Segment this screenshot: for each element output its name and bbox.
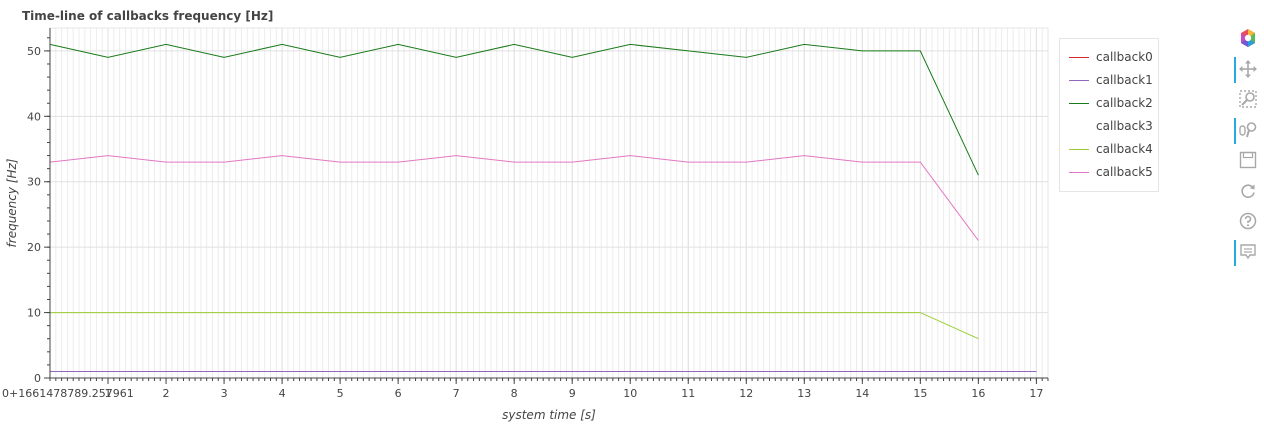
y-tick-label: 0 (34, 372, 41, 385)
chart-toolbar (1232, 24, 1264, 274)
x-tick-label: 7 (453, 387, 460, 400)
x-tick-label: 3 (221, 387, 228, 400)
legend-label: callback2 (1096, 96, 1153, 110)
save-tool-icon[interactable] (1236, 148, 1260, 172)
x-tick-label: 10 (623, 387, 637, 400)
x-tick-label: 16 (971, 387, 985, 400)
major-gridlines (50, 28, 1048, 378)
y-tick-label: 50 (27, 45, 41, 58)
reset-tool-icon[interactable] (1236, 179, 1260, 203)
minor-gridlines (49, 28, 1049, 378)
x-tick-label: 11 (681, 387, 695, 400)
x-tick-label: 9 (569, 387, 576, 400)
legend-swatch (1069, 171, 1089, 173)
legend-label: callback1 (1096, 73, 1153, 87)
x-offset-tick-label: 0+1661478789.257961 (2, 387, 134, 400)
y-tick-label: 10 (27, 307, 41, 320)
x-tick-label: 13 (797, 387, 811, 400)
series-line-callback5 (49, 155, 979, 241)
y-tick-label: 40 (27, 110, 41, 123)
legend-label: callback0 (1096, 50, 1153, 64)
x-tick-label: 1 (105, 387, 112, 400)
x-tick-label: 8 (511, 387, 518, 400)
x-tick-label: 15 (913, 387, 927, 400)
x-axis-label: system time [s] (502, 408, 596, 422)
legend-item-callback4[interactable]: callback4 (1069, 140, 1153, 158)
box-zoom-tool-icon[interactable] (1236, 87, 1260, 111)
wheel-zoom-tool-icon[interactable] (1234, 117, 1260, 144)
legend-swatch (1069, 102, 1089, 104)
legend-label: callback4 (1096, 142, 1153, 156)
x-tick-label: 2 (163, 387, 170, 400)
series-line-callback2 (49, 43, 979, 176)
series-lines (49, 43, 1037, 372)
line-chart[interactable]: 1 2 3 4 5 6 7 8 9 10 11 12 13 14 15 16 170+1661478789.25… (0, 0, 1056, 424)
bokeh-logo-icon[interactable] (1236, 26, 1260, 50)
x-tick-label: 4 (279, 387, 286, 400)
legend-swatch (1069, 79, 1089, 81)
legend-swatch (1069, 125, 1089, 127)
chart-title: Time-line of callbacks frequency [Hz] (22, 9, 274, 23)
y-tick-label: 30 (27, 176, 41, 189)
help-tool-icon[interactable] (1236, 209, 1260, 233)
series-line-callback4 (50, 312, 979, 340)
legend: callback0 callback1 callback2 callback3 call… (1059, 38, 1159, 192)
legend-label: callback5 (1096, 165, 1153, 179)
x-axis: 1 2 3 4 5 6 7 8 9 10 11 12 13 14 15 16 170+1661478789.25… (2, 377, 1049, 400)
pan-tool-icon[interactable] (1234, 56, 1260, 83)
legend-label: callback3 (1096, 119, 1153, 133)
legend-item-callback2[interactable]: callback2 (1069, 94, 1153, 112)
legend-swatch (1069, 56, 1089, 58)
legend-item-callback3[interactable]: callback3 (1069, 117, 1153, 135)
hover-tool-icon[interactable] (1234, 239, 1260, 266)
y-axis-label: frequency [Hz] (5, 158, 19, 247)
x-tick-label: 14 (855, 387, 869, 400)
y-axis: 0 10 20 30 40 50 (27, 28, 51, 385)
legend-swatch (1069, 148, 1089, 150)
x-tick-label: 5 (337, 387, 344, 400)
x-tick-label: 12 (739, 387, 753, 400)
x-tick-label: 6 (395, 387, 402, 400)
y-tick-label: 20 (27, 241, 41, 254)
x-tick-label: 17 (1029, 387, 1043, 400)
legend-item-callback0[interactable]: callback0 (1069, 48, 1153, 66)
legend-item-callback5[interactable]: callback5 (1069, 163, 1153, 181)
legend-item-callback1[interactable]: callback1 (1069, 71, 1153, 89)
